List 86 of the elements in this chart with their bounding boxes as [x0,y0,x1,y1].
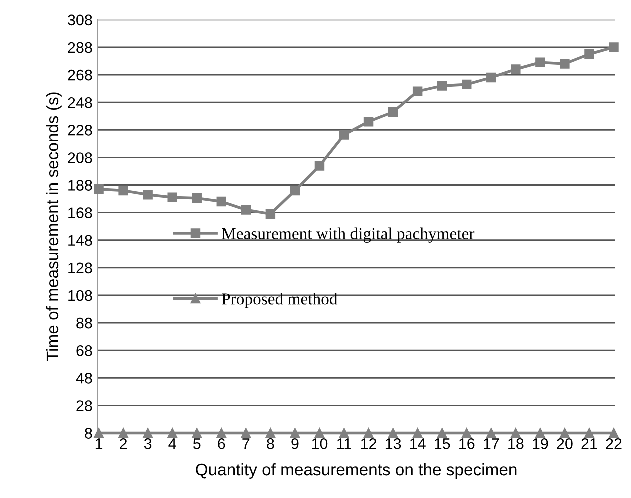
point [462,428,472,438]
y-tick-label: 68 [76,345,92,356]
x-tick-label: 16 [460,438,475,450]
point [536,428,546,438]
x-tick-label: 21 [582,438,598,450]
y-tick-label: 128 [68,262,92,274]
point [486,428,496,438]
point [168,192,178,203]
point [511,428,521,438]
point [192,193,202,204]
point [143,190,153,200]
point [560,428,570,438]
y-tick-label: 268 [68,70,92,81]
point [94,184,104,194]
x-tick-label: 10 [312,438,328,450]
point [241,428,252,438]
x-tick-label: 11 [337,438,352,450]
x-tick-label: 20 [557,438,573,450]
point [290,428,300,438]
point [168,428,178,438]
y-tick-label: 248 [68,97,92,108]
y-tick-label: 168 [68,208,92,218]
y-tick-label: 288 [68,42,92,54]
point [364,117,374,127]
y-tick-label: 208 [68,152,92,164]
x-tick-label: 18 [508,438,524,450]
x-tick-label: 5 [193,438,201,450]
point [388,107,398,118]
point [314,428,325,438]
x-tick-label: 8 [267,438,274,450]
point [216,428,227,438]
y-tick-label: 108 [68,290,92,302]
point [94,428,104,438]
legend-label: Proposed method [222,293,338,308]
x-axis-title: Quantity of measurements on the specimen [196,463,517,480]
x-tick-label: 22 [606,438,622,450]
y-axis-title: Time of measurement in seconds (s) [46,92,62,362]
y-tick-label: 188 [68,180,92,191]
point [412,86,423,96]
point [290,186,300,196]
x-tick-label: 9 [292,438,299,450]
point [536,58,546,68]
point [118,186,128,196]
point [560,59,570,69]
point [314,161,325,171]
x-tick-label: 7 [242,438,250,450]
point [118,428,128,438]
x-tick-label: 4 [168,438,176,450]
x-tick-label: 15 [435,438,450,450]
point [584,50,594,60]
y-tick-label: 8 [85,428,92,439]
y-tick-label: 148 [68,235,92,246]
x-tick-label: 1 [96,438,103,450]
y-tick-label: 228 [68,125,92,136]
point [339,130,350,140]
point [216,196,227,207]
y-tick-label: 48 [76,373,92,384]
point [609,428,619,438]
x-tick-label: 17 [484,438,500,450]
point [412,428,423,438]
point [266,428,276,438]
point [437,81,448,91]
y-tick-label: 28 [76,400,92,412]
x-tick-label: 2 [120,438,128,450]
point [609,42,619,52]
x-tick-label: 12 [361,438,377,450]
point [486,72,496,83]
x-tick-label: 14 [410,438,426,450]
point [192,428,202,438]
x-tick-label: 19 [533,438,548,450]
point [364,428,374,438]
point [388,428,398,438]
point [266,209,276,220]
x-tick-label: 3 [144,438,152,450]
point [584,428,594,438]
point [339,428,350,438]
point [241,205,252,215]
y-tick-label: 88 [76,318,92,329]
y-tick-label: 308 [68,14,92,26]
x-tick-label: 6 [218,438,226,450]
point [143,428,153,438]
x-tick-label: 13 [386,438,402,450]
point [437,428,448,438]
point [511,64,521,74]
point [462,80,472,90]
legend-label: Measurement with digital pachymeter [222,228,475,243]
